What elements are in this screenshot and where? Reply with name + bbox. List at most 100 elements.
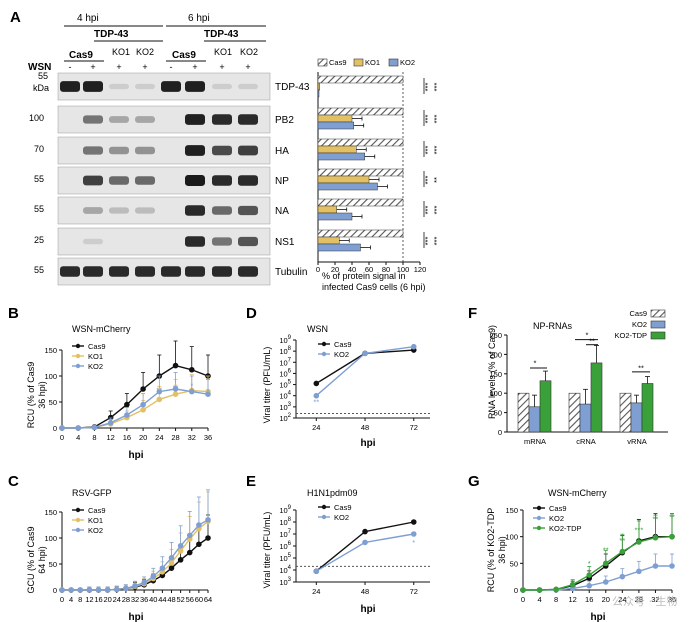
x-tick-label: 28 [635,595,643,604]
x-tick-label: 12 [106,433,114,442]
band-tdp-43-3 [135,83,155,90]
band-tubulin-4 [161,266,181,277]
x-tick-label: 4 [76,433,80,442]
bar-a-cas9-ha [317,138,404,147]
band-tubulin-1 [83,266,103,277]
legend-marker-ko2 [75,363,81,369]
legend-marker-ko2 [321,514,327,520]
bar-ko2-tdp-mrna [539,380,552,433]
point-ko2 [172,386,179,392]
bar-a-ko2-tdp-43 [317,89,320,98]
y-tick-label: 103 [279,402,291,412]
y-tick-label: 108 [279,346,291,356]
legend-label-ko2: KO2 [632,320,647,329]
panel-g: G WSN-mCherry RCU (% of KO2-TDP 36 hpi) … [468,473,678,622]
point-ko2 [159,565,166,571]
bar-a-ko1-ha [317,145,357,154]
point-ko2 [177,543,184,549]
band-np-7 [238,175,258,186]
y-tick-label: 200 [489,350,502,359]
point-ko2 [59,425,65,431]
y-tick-label: 107 [279,529,291,539]
point-cas9 [196,541,202,548]
y-tick-label: 50 [510,559,518,568]
mw-marker: 55 [34,204,44,214]
point-ko2 [75,425,82,431]
point-ko2 [313,392,320,399]
annotation-e-0: * [412,538,415,547]
group-tdp43-4: TDP-43 [94,29,129,40]
bar-a-sig-ko2-np: ** [432,177,441,183]
legend-swatch-ko2 [650,320,666,329]
y-tick-label: 150 [44,346,57,355]
legend-marker-ko2-tdp [536,525,542,531]
legend-marker-ko1 [75,353,81,359]
point-ko2 [113,586,120,593]
group-cas9-4: Cas9 [69,50,93,61]
x-tick-label: 16 [94,595,102,604]
y-tick-label: 106 [279,541,291,551]
y-tick-exponent: 7 [288,529,292,535]
x-tick-label: 24 [113,595,121,604]
y-tick-label: 50 [49,560,57,569]
bar-a-cas9-tdp-43 [317,75,404,84]
group-ko2-6: KO2 [240,47,258,57]
annotation-g-5: ** [669,513,675,522]
legend-marker-cas9 [536,505,542,511]
bar-ko2-tdp-crna [590,362,603,433]
y-tick-label: 106 [279,368,291,378]
time-label-4hpi: 4 hpi [77,13,99,24]
legend-label-ko2-tdp: KO2-TDP [614,331,647,340]
mw-marker: 70 [34,144,44,154]
bar-a-cas9-ns1 [317,229,404,238]
point-cas9 [140,386,146,392]
wsn-sign-1: + [90,62,95,72]
blot-label-np: NP [275,176,289,187]
y-tick-label: 107 [279,357,291,367]
band-np-3 [135,176,155,185]
wsn-sign-7: + [245,62,250,72]
x-tick-label: 0 [60,433,64,442]
point-ko2 [123,585,129,592]
mw-marker: 25 [34,235,44,245]
legend-marker-cas9 [75,343,81,349]
y-tick-exponent: 6 [288,368,292,374]
series-line-cas9 [523,535,672,591]
point-cas9 [168,565,175,571]
y-tick-label: 108 [279,517,291,527]
y-tick-exponent: 7 [288,357,292,363]
legend-marker-cas9 [321,504,327,510]
annotation-g-2: ** [619,536,625,545]
x-tick-label: 52 [176,595,184,604]
bar-a-sig-ko1-ha: *** [423,146,432,155]
band-tdp-43-6 [212,83,232,90]
point-ko2-tdp [586,572,593,578]
blot-label-pb2: PB2 [275,115,294,126]
band-tubulin-3 [135,266,155,277]
y-tick-exponent: 4 [288,565,292,571]
annotation-d-0: ** [313,398,319,407]
y-tick-label: 104 [279,565,291,575]
bar-a-tick-label: 120 [414,265,427,274]
band-ha-1 [83,146,103,155]
annotation-g-0: * [588,559,591,568]
annotation-b-4: * [158,386,161,395]
band-tubulin-7 [238,266,258,277]
kda-label: kDa [33,83,49,93]
chart-g-ylabel-2: 36 hpi) [497,536,507,564]
wsn-label: WSN [28,62,51,73]
bar-a-sig-ko2-pb2: *** [432,115,441,124]
series-line-ko2 [62,388,209,429]
x-tick-label: 32 [188,433,196,442]
point-ko2 [150,573,157,580]
bar-a-ko2-ha [317,152,365,161]
point-ko2 [196,522,202,528]
x-tick-label: 32 [651,595,659,604]
x-tick-label: 48 [361,587,369,596]
panel-label-c: C [8,473,19,490]
bar-ko2-vrna [630,402,643,433]
wsn-sign-4: - [170,62,173,72]
